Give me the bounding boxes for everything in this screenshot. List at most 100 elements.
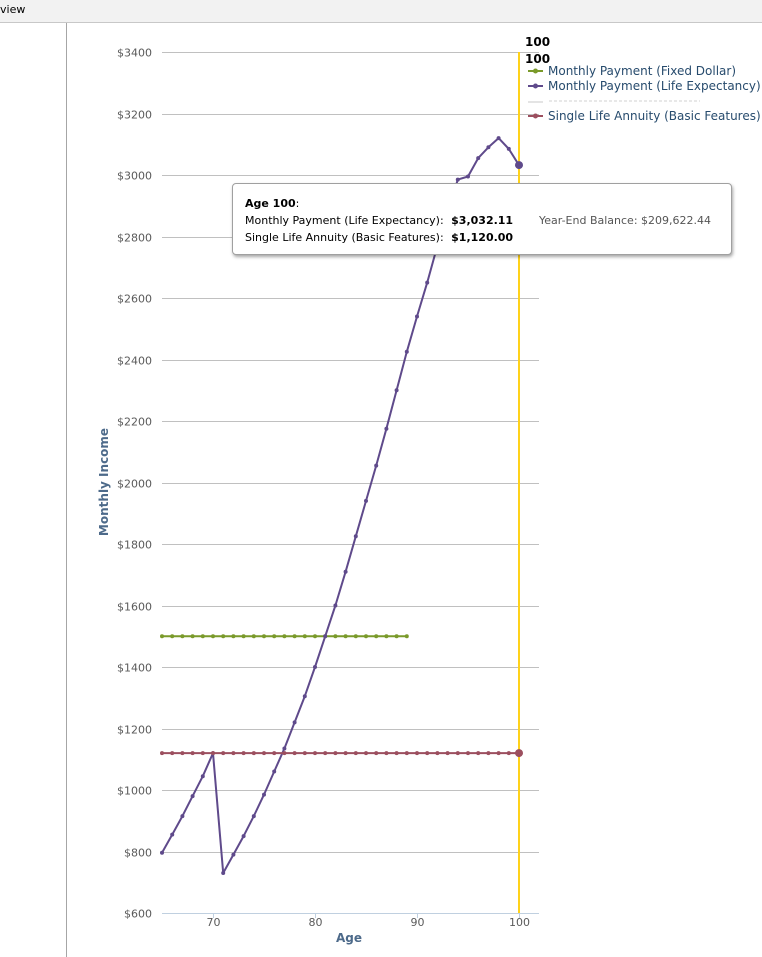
data-point[interactable] [282, 634, 287, 639]
data-point[interactable] [170, 832, 175, 837]
data-point[interactable] [170, 751, 175, 756]
data-point[interactable] [445, 751, 450, 756]
data-point[interactable] [394, 751, 399, 756]
data-point[interactable] [343, 634, 348, 639]
data-point[interactable] [302, 634, 307, 639]
y-axis-title: Monthly Income [97, 428, 111, 536]
data-point[interactable] [466, 174, 470, 179]
data-point[interactable] [180, 634, 185, 639]
data-point[interactable] [262, 792, 266, 797]
data-point[interactable] [200, 774, 205, 779]
data-point[interactable] [455, 751, 460, 756]
data-point[interactable] [364, 498, 368, 503]
data-point[interactable] [262, 634, 266, 639]
data-point[interactable] [323, 634, 328, 639]
data-point[interactable] [466, 751, 470, 756]
data-point[interactable] [282, 751, 287, 756]
legend-item-label[interactable]: Monthly Payment (Life Expectancy) [548, 79, 761, 93]
data-point[interactable] [221, 871, 226, 875]
data-point[interactable] [302, 751, 307, 756]
data-point[interactable] [200, 634, 205, 639]
data-point[interactable] [394, 634, 399, 639]
data-point[interactable] [384, 634, 389, 639]
data-point[interactable] [404, 634, 409, 639]
data-point[interactable] [211, 634, 215, 639]
data-point[interactable] [302, 694, 307, 699]
data-point[interactable] [364, 634, 368, 639]
data-point[interactable] [506, 751, 511, 756]
data-point[interactable] [384, 426, 389, 431]
legend[interactable]: Monthly Payment (Fixed Dollar)Monthly Pa… [528, 64, 761, 123]
data-point[interactable] [333, 603, 338, 608]
data-point[interactable] [170, 634, 175, 639]
data-point[interactable] [486, 751, 491, 756]
data-point[interactable] [425, 751, 430, 756]
data-point[interactable] [515, 749, 523, 758]
data-point[interactable] [364, 751, 368, 756]
data-point[interactable] [292, 751, 297, 756]
data-point[interactable] [190, 634, 195, 639]
data-point[interactable] [282, 746, 287, 751]
data-point[interactable] [343, 569, 348, 574]
data-point[interactable] [251, 634, 256, 639]
data-point[interactable] [292, 634, 297, 639]
data-point[interactable] [231, 634, 236, 639]
data-point[interactable] [353, 534, 358, 539]
data-point[interactable] [231, 852, 236, 857]
data-point[interactable] [241, 751, 246, 756]
data-point[interactable] [486, 145, 491, 150]
data-point[interactable] [323, 751, 328, 756]
data-point[interactable] [374, 634, 379, 639]
data-point[interactable] [425, 280, 430, 285]
data-point[interactable] [333, 634, 338, 639]
data-point[interactable] [160, 751, 164, 756]
data-point[interactable] [272, 634, 277, 639]
data-point[interactable] [190, 751, 195, 756]
data-point[interactable] [262, 751, 266, 756]
data-point[interactable] [292, 720, 297, 725]
data-point[interactable] [353, 751, 358, 756]
data-point[interactable] [313, 665, 317, 669]
data-point[interactable] [272, 751, 277, 756]
data-point[interactable] [404, 751, 409, 756]
data-point[interactable] [200, 751, 205, 756]
data-point[interactable] [374, 463, 379, 468]
legend-item-label[interactable]: Monthly Payment (Fixed Dollar) [548, 64, 736, 78]
data-point[interactable] [160, 850, 164, 855]
data-point[interactable] [241, 834, 246, 839]
legend-item-label[interactable]: Single Life Annuity (Basic Features) [548, 109, 761, 123]
data-point[interactable] [404, 349, 409, 354]
data-point[interactable] [384, 751, 389, 756]
data-point[interactable] [241, 634, 246, 639]
data-point[interactable] [374, 751, 379, 756]
data-point[interactable] [160, 634, 164, 639]
data-point[interactable] [476, 156, 481, 161]
data-point[interactable] [251, 751, 256, 756]
data-point[interactable] [180, 814, 185, 819]
data-point[interactable] [231, 751, 236, 756]
data-point[interactable] [251, 814, 256, 819]
data-point[interactable] [476, 751, 481, 756]
data-point[interactable] [415, 751, 419, 756]
data-point[interactable] [394, 388, 399, 393]
data-point[interactable] [496, 751, 501, 756]
data-point[interactable] [333, 751, 338, 756]
data-point[interactable] [180, 751, 185, 756]
data-point[interactable] [515, 161, 523, 170]
data-point[interactable] [211, 751, 215, 756]
data-point[interactable] [313, 634, 317, 639]
data-point[interactable] [353, 634, 358, 639]
data-point[interactable] [496, 136, 501, 141]
data-point[interactable] [455, 177, 460, 182]
data-point[interactable] [506, 146, 511, 151]
data-point[interactable] [343, 751, 348, 756]
data-point[interactable] [435, 751, 440, 756]
data-point[interactable] [221, 634, 226, 639]
data-point[interactable] [190, 794, 195, 799]
data-point[interactable] [221, 751, 226, 756]
data-point[interactable] [415, 314, 419, 319]
data-point[interactable] [313, 751, 317, 756]
y-tick-label: $1600 [117, 601, 152, 614]
data-point[interactable] [272, 769, 277, 774]
